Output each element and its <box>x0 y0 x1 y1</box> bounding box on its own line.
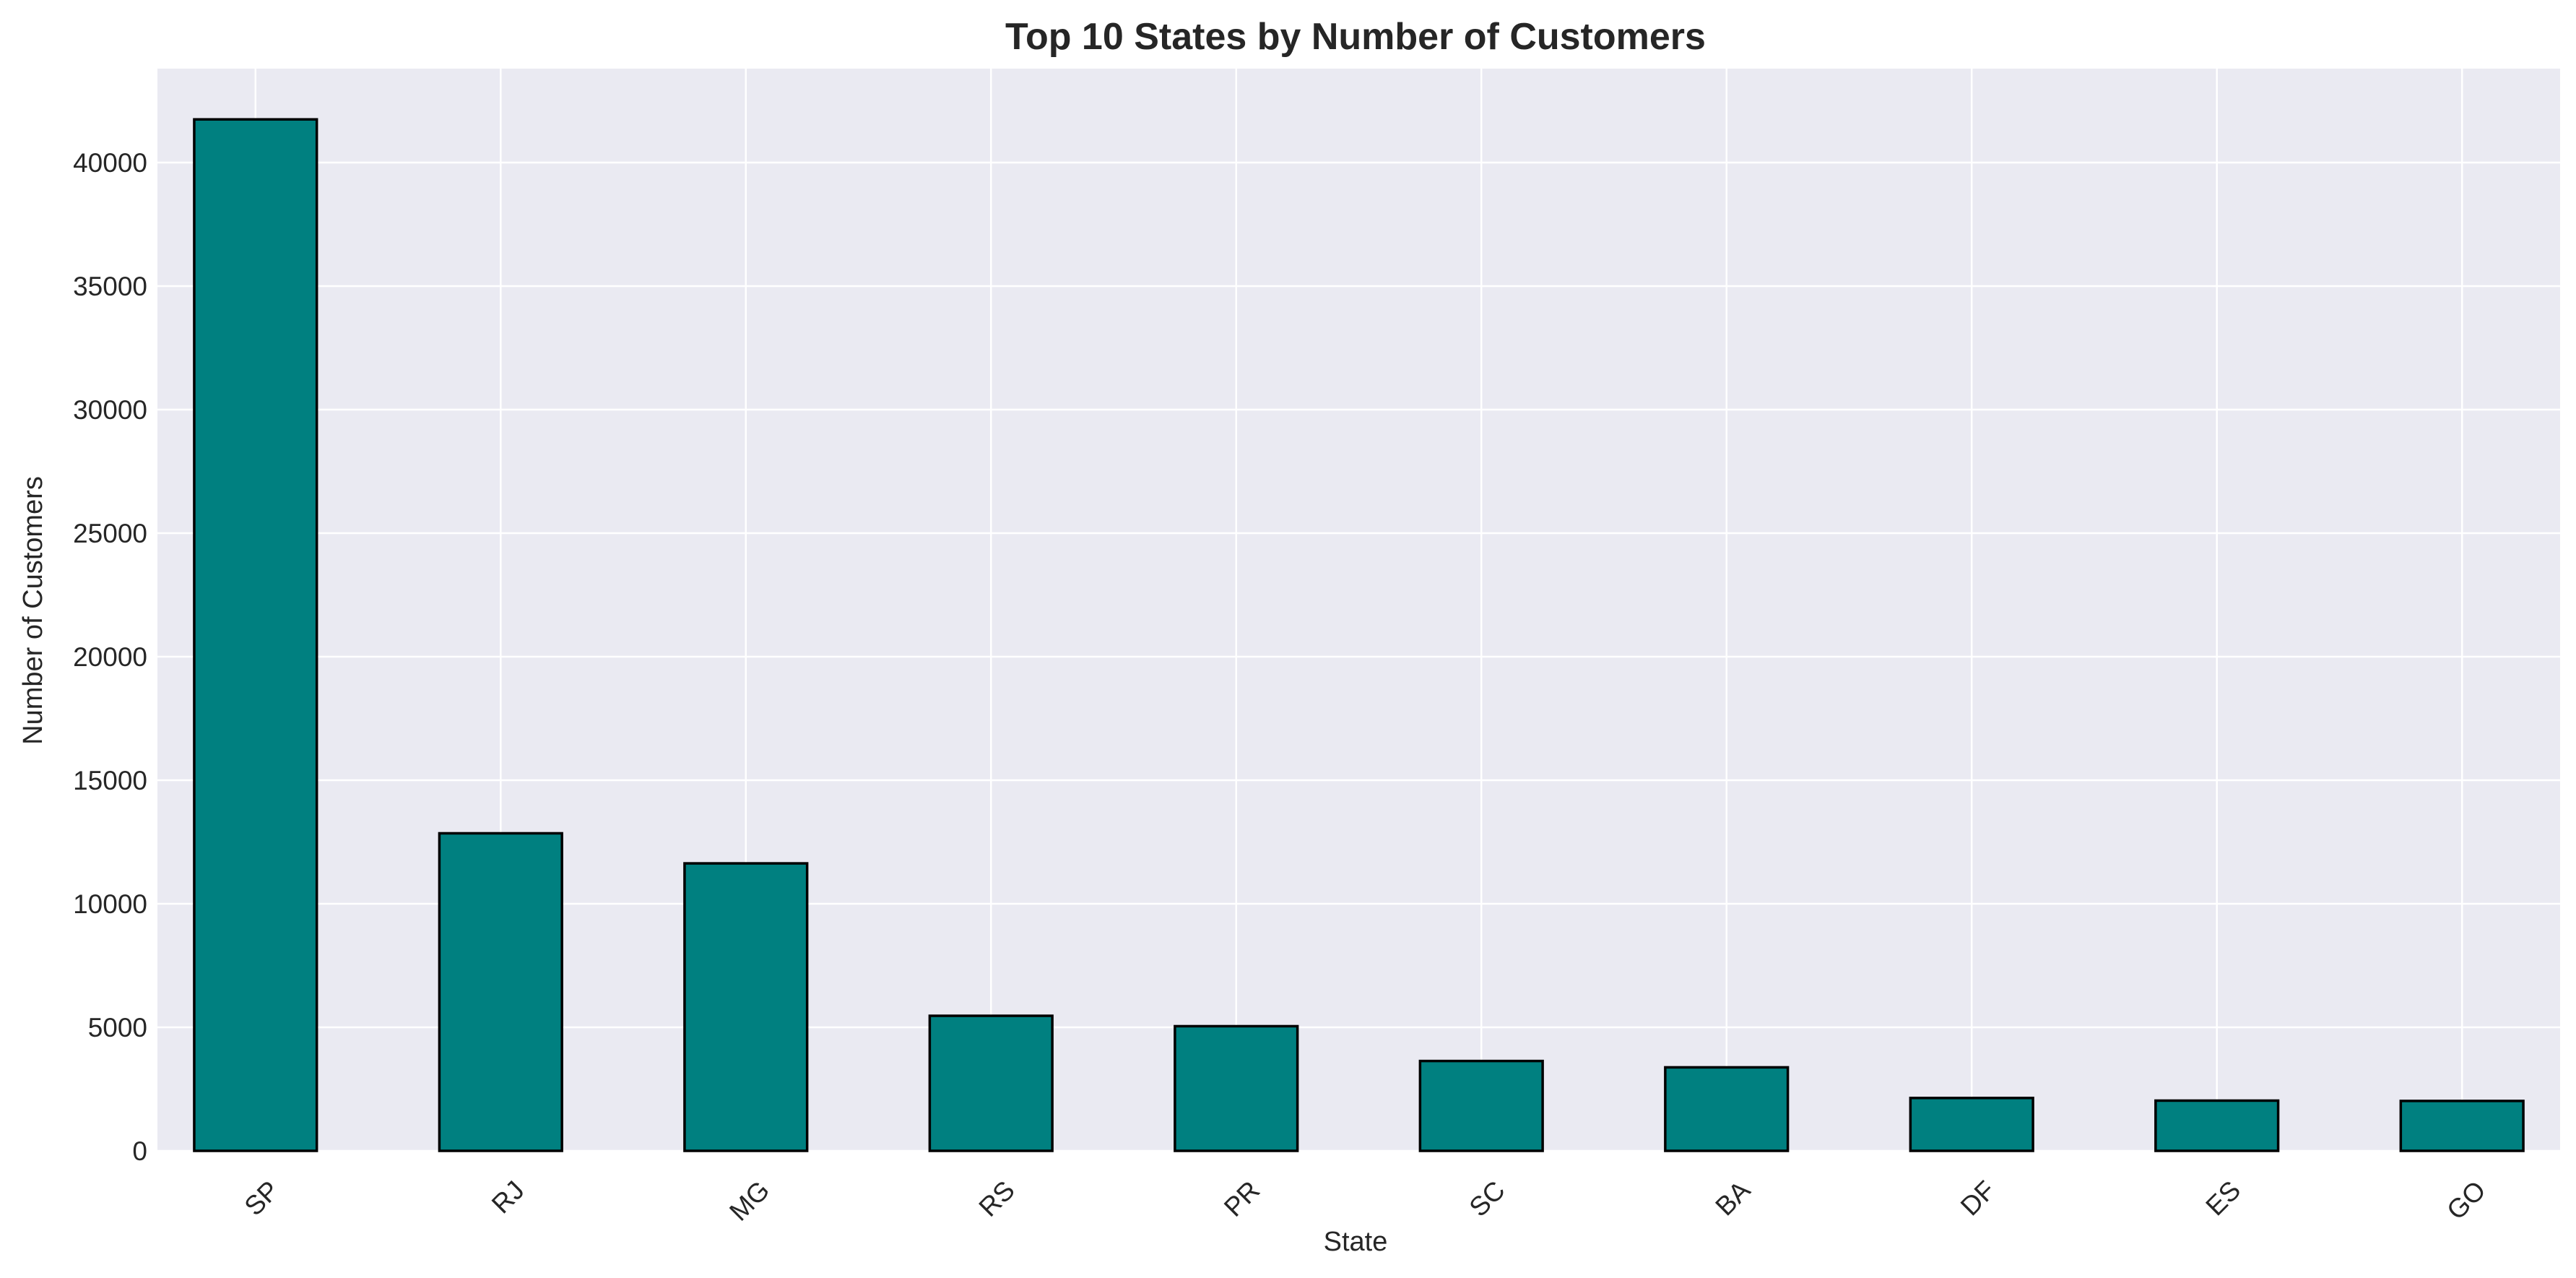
y-tick-label: 20000 <box>73 642 147 672</box>
y-tick-label: 30000 <box>73 395 147 425</box>
bar-rs <box>928 1014 1054 1152</box>
grid-lines <box>157 69 2560 1152</box>
y-tick-label: 15000 <box>73 766 147 795</box>
bar-rj <box>438 832 563 1152</box>
bar-es <box>2154 1099 2280 1152</box>
bar-sc <box>1418 1059 1544 1152</box>
bar-pr <box>1174 1024 1299 1152</box>
bar-df <box>1909 1097 2034 1152</box>
bars <box>193 118 2525 1152</box>
bar-ba <box>1664 1066 1790 1152</box>
y-tick-label: 10000 <box>73 889 147 919</box>
bar-mg <box>683 862 809 1152</box>
y-axis-label: Number of Customers <box>18 476 48 745</box>
y-tick-labels: 0 5000 10000 15000 20000 25000 30000 35000 40000 <box>73 148 147 1166</box>
y-tick-label: 40000 <box>73 148 147 178</box>
y-tick-label: 5000 <box>88 1013 147 1042</box>
y-tick-label: 25000 <box>73 519 147 548</box>
bar-sp <box>193 118 318 1152</box>
y-tick-label: 35000 <box>73 272 147 301</box>
bar-go <box>2399 1100 2525 1152</box>
y-tick-label: 0 <box>132 1136 147 1166</box>
chart-title: Top 10 States by Number of Customers <box>1005 16 1706 58</box>
x-axis-label: State <box>1324 1227 1388 1257</box>
